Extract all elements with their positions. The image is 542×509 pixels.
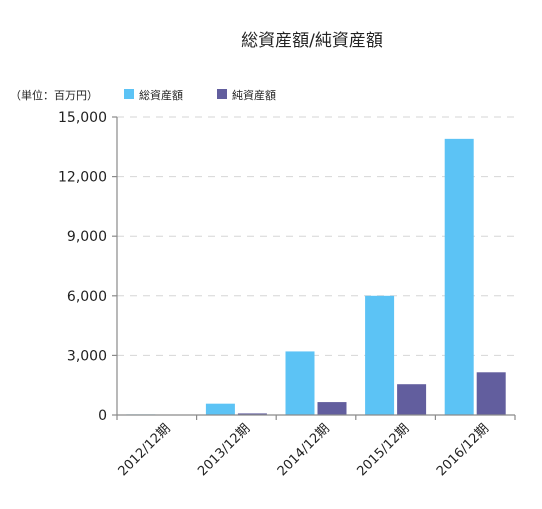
bar-net-assets-4 xyxy=(397,384,427,415)
bar-net-assets-3 xyxy=(317,402,347,415)
bars xyxy=(126,138,506,415)
bar-total-assets-3 xyxy=(285,351,315,415)
bar-total-assets-5 xyxy=(444,138,474,415)
unit-label: （単位：百万円） xyxy=(10,88,98,102)
y-tick-label-4: 12,000 xyxy=(58,170,107,186)
x-tick-label-3: 2014/12期 xyxy=(275,421,333,479)
y-axis-ticks: 0 3,000 6,000 9,000 12,000 15,000 xyxy=(58,110,117,424)
chart-title: 総資産額/純資産額 xyxy=(241,31,383,51)
x-tick-label-5: 2016/12期 xyxy=(434,421,492,479)
y-tick-label-2: 6,000 xyxy=(67,289,107,305)
bar-net-assets-5 xyxy=(476,372,506,415)
x-tick-label-2: 2013/12期 xyxy=(195,421,253,479)
y-tick-label-1: 3,000 xyxy=(67,348,107,364)
legend-swatch-2 xyxy=(217,89,227,99)
axes xyxy=(116,117,516,420)
legend-label-1: 総資産額 xyxy=(139,88,183,102)
legend-swatch-1 xyxy=(124,89,134,99)
y-tick-label-5: 15,000 xyxy=(58,110,107,126)
y-tick-label-3: 9,000 xyxy=(67,229,107,245)
bar-total-assets-4 xyxy=(365,295,395,415)
legend-label-2: 純資産額 xyxy=(232,89,276,102)
x-tick-label-1: 2012/12期 xyxy=(116,421,174,479)
bar-total-assets-2 xyxy=(205,403,235,415)
bar-net-assets-2 xyxy=(237,413,267,415)
x-axis-ticks: 2012/12期 2013/12期 2014/12期 2015/12期 2016/12期 xyxy=(116,421,492,479)
x-tick-label-4: 2015/12期 xyxy=(354,421,412,479)
y-tick-label-0: 0 xyxy=(98,408,107,424)
legend: 総資産額 純資産額 xyxy=(124,88,276,102)
